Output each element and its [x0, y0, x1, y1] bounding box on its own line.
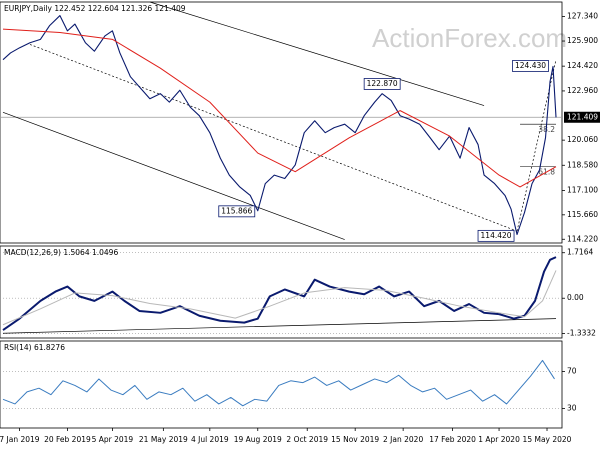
pane-frame [0, 245, 563, 339]
series-line [2, 359, 555, 407]
x-tick-label: 2 Oct 2019 [286, 435, 328, 444]
price-label: 122.870 [367, 79, 398, 88]
pane-title: RSI(14) 61.8276 [4, 343, 65, 352]
x-tick-label: 19 Aug 2019 [234, 435, 282, 444]
series-line [2, 270, 557, 326]
x-tick-label: 20 Feb 2019 [44, 435, 91, 444]
y-tick-label: -1.3332 [567, 329, 596, 338]
y-tick-label: 117.100 [567, 185, 598, 194]
price-label-box [218, 205, 256, 218]
last-price-label: 121.409 [567, 112, 598, 121]
x-tick-label: 4 Jul 2019 [191, 435, 229, 444]
y-tick-label: 127.340 [567, 12, 598, 21]
trendline [29, 44, 518, 232]
x-tick-label: 21 May 2019 [139, 435, 188, 444]
y-tick-label: 0.00 [567, 293, 584, 302]
pane-title: MACD(12,26,9) 1.5064 1.0496 [4, 248, 118, 257]
y-tick-label: 118.580 [567, 160, 598, 169]
y-tick-label: 125.900 [567, 36, 598, 45]
x-tick-label: 5 Apr 2019 [92, 435, 134, 444]
y-tick-label: 70 [567, 367, 577, 376]
pane-title: EURJPY,Daily 122.452 122.604 121.326 121… [4, 4, 186, 13]
x-tick-label: 7 Jan 2019 [0, 435, 40, 444]
series-line [2, 256, 557, 331]
y-tick-label: 120.060 [567, 135, 598, 144]
last-price-box [564, 111, 600, 123]
y-tick-label: 122.960 [567, 86, 598, 95]
y-tick-label: 124.420 [567, 61, 598, 70]
y-tick-label: 115.660 [567, 210, 598, 219]
x-tick-label: 15 May 2020 [523, 435, 572, 444]
price-label-box [512, 60, 549, 72]
x-tick-label: 2 Jan 2020 [383, 435, 423, 444]
trendline [149, 1, 485, 106]
trendline [516, 59, 557, 232]
y-tick-label: 114.220 [567, 234, 598, 243]
y-tick-label: 30 [567, 404, 577, 413]
x-tick-label: 17 Feb 2020 [429, 435, 476, 444]
trendline [2, 318, 557, 334]
price-label-box [363, 78, 401, 90]
price-label: 115.866 [221, 206, 252, 215]
price-label: 114.420 [481, 231, 512, 240]
trendline [2, 111, 345, 240]
y-tick-label: 1.7164 [567, 248, 593, 257]
pane-frame [0, 340, 563, 429]
price-label: 124.430 [515, 61, 546, 70]
x-tick-label: 15 Nov 2019 [331, 435, 379, 444]
pane-frame [0, 1, 563, 244]
x-tick-label: 1 Apr 2020 [478, 435, 520, 444]
price-label-box [477, 229, 515, 242]
fib-label: 38.2 [538, 125, 555, 134]
series-line [2, 15, 557, 236]
watermark: ActionForex.com [372, 23, 567, 53]
series-line [2, 28, 557, 188]
